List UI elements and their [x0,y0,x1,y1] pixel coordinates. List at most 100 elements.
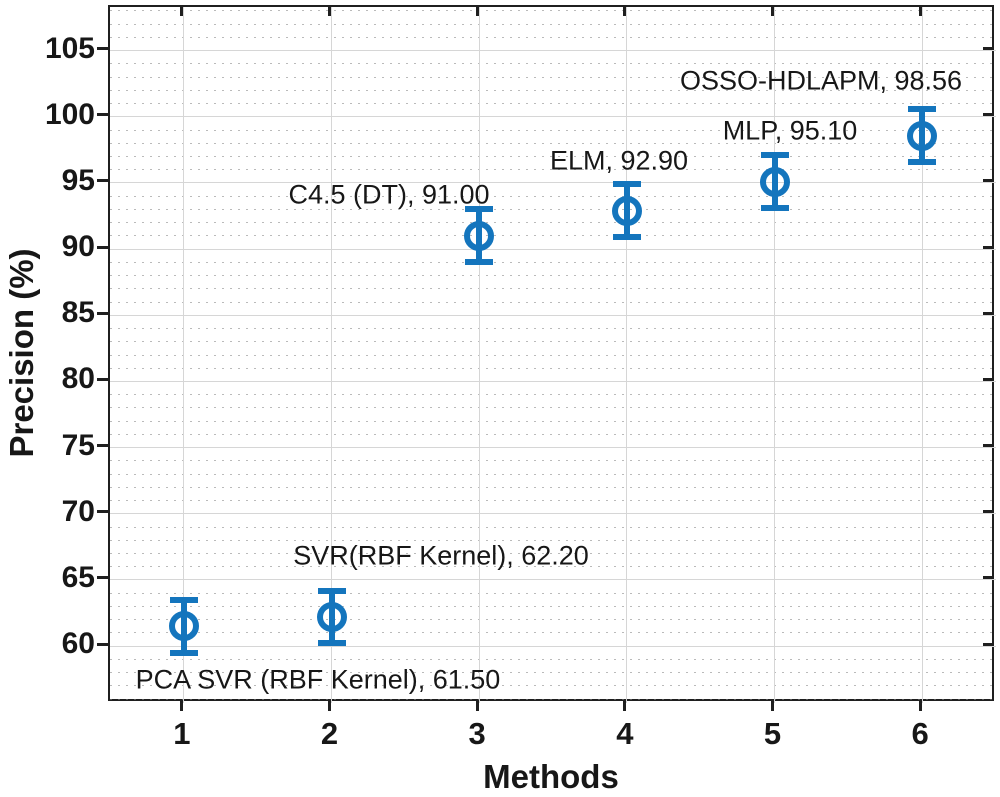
y-tick-label: 80 [61,362,95,396]
minor-gridline-y [110,407,996,409]
error-bar-cap-bottom [760,205,789,212]
minor-gridline-y [110,354,996,356]
y-tick-mark [97,377,108,381]
minor-gridline-y [110,672,996,674]
minor-gridline-y [110,169,996,171]
major-gridline-x [774,7,775,703]
minor-gridline-y [110,142,996,144]
x-tick-label: 2 [320,716,339,751]
minor-gridline-y [110,10,996,12]
minor-gridline-y [110,685,996,687]
x-tick-mark-top [623,7,627,16]
major-gridline-y [110,248,996,250]
y-tick-mark [97,179,108,183]
error-bar-cap-bottom [612,234,641,241]
data-label: MLP, 95.10 [722,115,858,146]
minor-gridline-y [110,433,996,435]
minor-gridline-y [110,36,996,38]
data-point-marker [611,195,642,226]
data-point-marker [168,611,199,642]
minor-gridline-y [110,473,996,475]
y-tick-mark [97,510,108,514]
y-tick-mark [97,47,108,51]
error-bar-cap-bottom [908,159,937,166]
minor-gridline-y [110,63,996,65]
minor-gridline-y [110,394,996,396]
error-bar-cap-top [612,181,641,188]
data-label: ELM, 92.90 [549,145,689,176]
error-bar-cap-top [317,587,346,594]
minor-gridline-y [110,566,996,568]
minor-gridline-y [110,195,996,197]
major-gridline-x [478,7,480,703]
error-bar-cap-bottom [317,640,346,647]
minor-gridline-y [110,129,996,131]
major-gridline-x [331,7,332,703]
x-tick-mark-top [475,7,479,16]
minor-gridline-y [110,156,996,158]
x-tick-mark-top [180,7,184,16]
y-tick-label: 65 [61,560,95,594]
minor-gridline-y [110,632,996,634]
y-tick-mark-right [983,377,992,381]
x-tick-label: 4 [616,716,634,751]
minor-gridline-y [110,341,996,343]
y-tick-label: 95 [61,163,95,197]
minor-gridline-y [110,526,996,528]
x-tick-mark [623,701,627,711]
minor-gridline-y [110,460,996,462]
y-tick-mark-right [983,245,992,249]
y-tick-mark [97,245,108,249]
y-tick-mark [97,576,108,580]
y-tick-mark [97,642,108,646]
error-bar-cap-top [465,206,494,213]
plot-area [108,5,996,703]
y-tick-label: 85 [61,296,95,330]
major-gridline-y [110,182,996,184]
minor-gridline-y [110,261,996,263]
minor-gridline-y [110,605,996,607]
x-tick-mark [918,701,922,711]
minor-gridline-y [110,420,996,422]
minor-gridline-y [110,328,996,330]
minor-gridline-y [110,367,996,369]
major-gridline-y [110,447,996,449]
y-tick-mark-right [983,576,992,580]
minor-gridline-y [110,619,996,621]
minor-gridline-y [110,222,996,224]
x-tick-mark-top [328,7,331,16]
major-gridline-x [626,7,628,703]
y-tick-label: 70 [61,494,95,528]
minor-gridline-y [110,500,996,502]
minor-gridline-y [110,76,996,78]
y-tick-label: 100 [44,97,95,131]
major-gridline-y [110,579,996,581]
y-tick-mark-right [983,179,992,183]
x-tick-label: 3 [468,716,486,751]
x-tick-mark [475,701,479,711]
y-tick-mark [97,311,108,315]
y-tick-mark-right [983,113,992,117]
error-bar-cap-top [908,106,937,113]
minor-gridline-y [110,235,996,237]
major-gridline-y [110,645,996,647]
data-label: C4.5 (DT), 91.00 [288,179,490,210]
data-label: PCA SVR (RBF Kernel), 61.50 [135,664,501,695]
error-bar-cap-top [169,596,198,603]
minor-gridline-y [110,208,996,210]
x-tick-mark [328,701,331,711]
x-tick-label: 6 [911,716,929,751]
y-tick-label: 105 [44,31,95,65]
x-tick-label: 5 [763,716,782,751]
y-tick-mark-right [983,311,992,315]
x-tick-mark [180,701,184,711]
data-label: SVR(RBF Kernel), 62.20 [293,540,589,571]
y-axis-title: Precision (%) [3,248,40,458]
major-gridline-y [110,513,996,515]
x-tick-mark-top [918,7,922,16]
data-point-marker [759,166,790,197]
minor-gridline-y [110,301,996,303]
x-tick-mark-top [771,7,774,16]
minor-gridline-y [110,539,996,541]
minor-gridline-y [110,486,996,488]
